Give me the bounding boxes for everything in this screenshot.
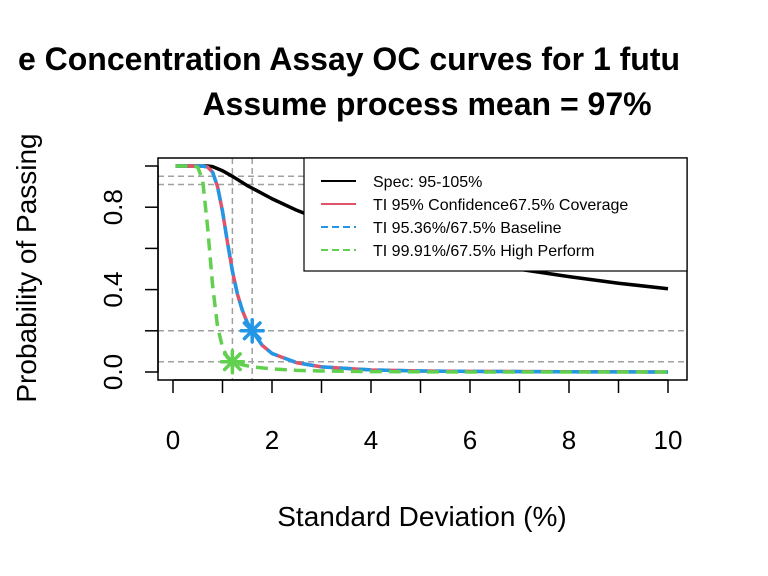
x-tick-label: 0 bbox=[166, 425, 180, 455]
marker-stroke bbox=[242, 321, 262, 341]
point-marker-1 bbox=[219, 348, 246, 375]
x-axis-label: Standard Deviation (%) bbox=[277, 501, 566, 532]
legend-entry-1: TI 95% Confidence67.5% Coverage bbox=[373, 197, 628, 214]
point-marker-0 bbox=[239, 318, 265, 344]
legend-entry-3: TI 99.91%/67.5% High Perform bbox=[373, 243, 594, 260]
legend: Spec: 95-105% TI 95% Confidence67.5% Cove… bbox=[303, 157, 688, 272]
y-tick-label: 0.8 bbox=[98, 189, 128, 225]
series-line-3 bbox=[175, 164, 668, 374]
y-axis: 0.0 0.4 0.8 bbox=[98, 165, 159, 390]
y-tick-label: 0.0 bbox=[98, 354, 128, 390]
x-tick-label: 4 bbox=[364, 425, 378, 455]
x-tick-label: 2 bbox=[265, 425, 279, 455]
y-tick-label: 0.4 bbox=[98, 272, 128, 308]
markers-group bbox=[219, 318, 265, 375]
legend-box bbox=[303, 157, 688, 272]
chart-title: e Concentration Assay OC curves for 1 fu… bbox=[18, 41, 680, 77]
x-axis: 0 2 4 6 8 10 bbox=[166, 379, 683, 455]
y-axis-label: Probability of Passing bbox=[11, 133, 42, 402]
chart-subtitle: Assume process mean = 97% bbox=[202, 86, 651, 122]
series-group bbox=[175, 164, 669, 374]
x-tick-label: 10 bbox=[654, 425, 683, 455]
x-tick-label: 6 bbox=[463, 425, 477, 455]
legend-entry-2: TI 95.36%/67.5% Baseline bbox=[373, 220, 562, 237]
marker-stroke bbox=[222, 352, 242, 372]
x-tick-label: 8 bbox=[562, 425, 576, 455]
legend-entry-0: Spec: 95-105% bbox=[373, 174, 482, 191]
series-line-0 bbox=[175, 164, 669, 291]
